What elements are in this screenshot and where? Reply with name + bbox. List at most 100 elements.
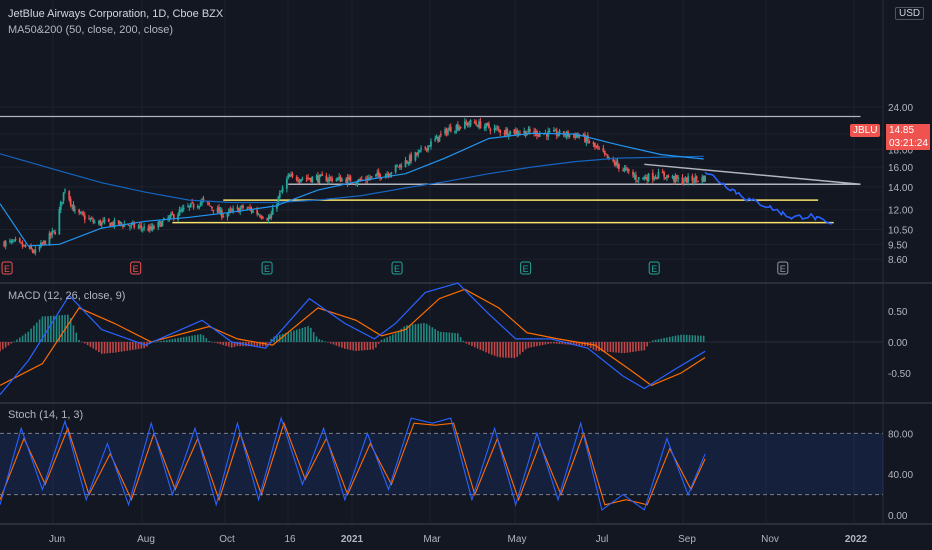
earnings-marker[interactable]: E [261, 261, 273, 275]
candle-body [701, 176, 704, 182]
macd-histogram-bar [603, 342, 606, 352]
candle-body [250, 208, 253, 212]
candle-body [92, 220, 95, 223]
candle-body [557, 134, 560, 136]
candle-body [178, 209, 181, 216]
macd-indicator-label[interactable]: MACD (12, 26, close, 9) [8, 290, 126, 302]
candle-body [140, 225, 143, 229]
candle-body [93, 222, 96, 224]
candle-body [58, 209, 61, 235]
macd-histogram-bar [691, 335, 694, 342]
macd-histogram-bar [555, 342, 558, 344]
macd-histogram-bar [683, 334, 685, 342]
candle-body [410, 154, 413, 161]
earnings-marker[interactable]: E [1, 261, 13, 275]
earnings-marker-label: E [394, 264, 400, 274]
currency-badge[interactable]: USD [895, 7, 925, 20]
macd-histogram-bar [222, 342, 225, 346]
candle-body [28, 246, 31, 249]
time-tick-label: Sep [678, 534, 696, 545]
earnings-marker[interactable]: E [777, 261, 789, 275]
candle-body [305, 178, 308, 180]
time-tick-label: 2021 [341, 534, 364, 545]
macd-histogram-bar [7, 342, 10, 346]
candle-body [31, 249, 34, 252]
macd-histogram-bar [677, 335, 680, 342]
stoch-indicator-label[interactable]: Stoch (14, 1, 3) [8, 409, 84, 421]
descending-trendline[interactable] [644, 163, 861, 185]
macd-histogram-bar [185, 336, 188, 342]
macd-histogram-bar [674, 335, 677, 342]
candle-body [288, 174, 291, 177]
candle-body [636, 180, 639, 182]
macd-histogram-bar [657, 339, 660, 342]
macd-histogram-bar [530, 342, 533, 348]
grid [0, 0, 932, 525]
macd-histogram-bar [103, 342, 106, 354]
candle-body [509, 130, 511, 135]
macd-histogram-bar [468, 342, 470, 345]
candle-body [637, 176, 640, 180]
stoch-d-line [0, 421, 706, 506]
candle-body [187, 206, 189, 208]
macd-histogram-bar [132, 342, 134, 350]
candle-body [608, 157, 610, 159]
candle-body [646, 177, 649, 181]
candle-body [476, 125, 479, 128]
earnings-marker-box [648, 261, 660, 275]
candle-body [394, 165, 397, 173]
macd-histogram-bar [366, 342, 369, 351]
macd-histogram-bar [654, 339, 657, 342]
candle-body [341, 179, 343, 182]
macd-histogram-bar [298, 328, 301, 342]
earnings-marker[interactable]: E [391, 261, 403, 275]
earnings-marker[interactable]: E [648, 261, 660, 275]
candle-body [73, 209, 76, 211]
candle-body [252, 210, 254, 213]
macd-histogram-bar [349, 342, 352, 350]
macd-histogram-bar [547, 342, 550, 344]
earnings-marker[interactable]: E [520, 261, 532, 275]
candle-body [157, 222, 160, 228]
macd-histogram-bar [123, 342, 126, 352]
macd-histogram-bar [420, 323, 422, 342]
candle-body [172, 214, 175, 219]
macd-histogram-bar [126, 342, 128, 351]
candle-body [627, 169, 630, 172]
candle-body [271, 208, 274, 215]
candle-body [181, 208, 184, 212]
candle-body [301, 178, 304, 180]
macd-histogram-bar [180, 337, 182, 342]
macd-histogram-bar [615, 342, 617, 353]
candle-body [697, 180, 699, 182]
macd-histogram-bar [58, 315, 61, 342]
macd-histogram-bar [216, 342, 219, 344]
macd-tick-label: 0.50 [888, 307, 908, 318]
candle-body [369, 177, 372, 179]
candle-body [295, 176, 298, 181]
candle-body [119, 221, 122, 224]
ma-indicator-label[interactable]: MA50&200 (50, close, 200, close) [8, 24, 174, 36]
macd-histogram-bar [623, 342, 626, 353]
macd-histogram-bar [301, 327, 304, 342]
candle-body [325, 175, 328, 182]
macd-histogram-bar [89, 342, 92, 347]
candle-body [523, 130, 526, 134]
candle-body [326, 180, 329, 182]
macd-histogram-bar [211, 341, 213, 343]
candle-body [117, 220, 120, 225]
macd-histogram-bar [428, 325, 431, 342]
candle-body [485, 123, 487, 128]
earnings-marker[interactable]: E [130, 261, 142, 275]
candle-body [338, 176, 341, 179]
macd-histogram-bar [408, 324, 411, 342]
macd-histogram-bar [50, 315, 52, 342]
macd-histogram-bar [315, 336, 318, 342]
candle-body [554, 130, 557, 132]
candle-body [437, 136, 439, 141]
macd-histogram-bar [259, 342, 261, 347]
candle-body [318, 175, 321, 184]
stoch-tick-label: 0.00 [888, 511, 908, 522]
